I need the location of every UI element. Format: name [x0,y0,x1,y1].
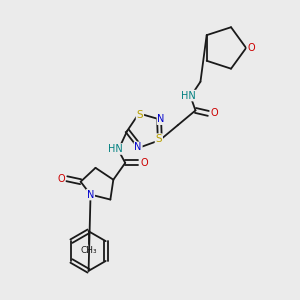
Text: N: N [87,190,94,200]
Text: O: O [140,158,148,168]
Text: O: O [247,43,255,53]
Text: O: O [57,174,64,184]
Text: S: S [155,134,162,144]
Text: N: N [134,142,142,152]
Text: CH₃: CH₃ [80,246,97,255]
Text: HN: HN [108,144,123,154]
Text: HN: HN [181,91,196,100]
Text: N: N [158,114,165,124]
Text: O: O [211,108,218,118]
Text: S: S [136,110,143,120]
